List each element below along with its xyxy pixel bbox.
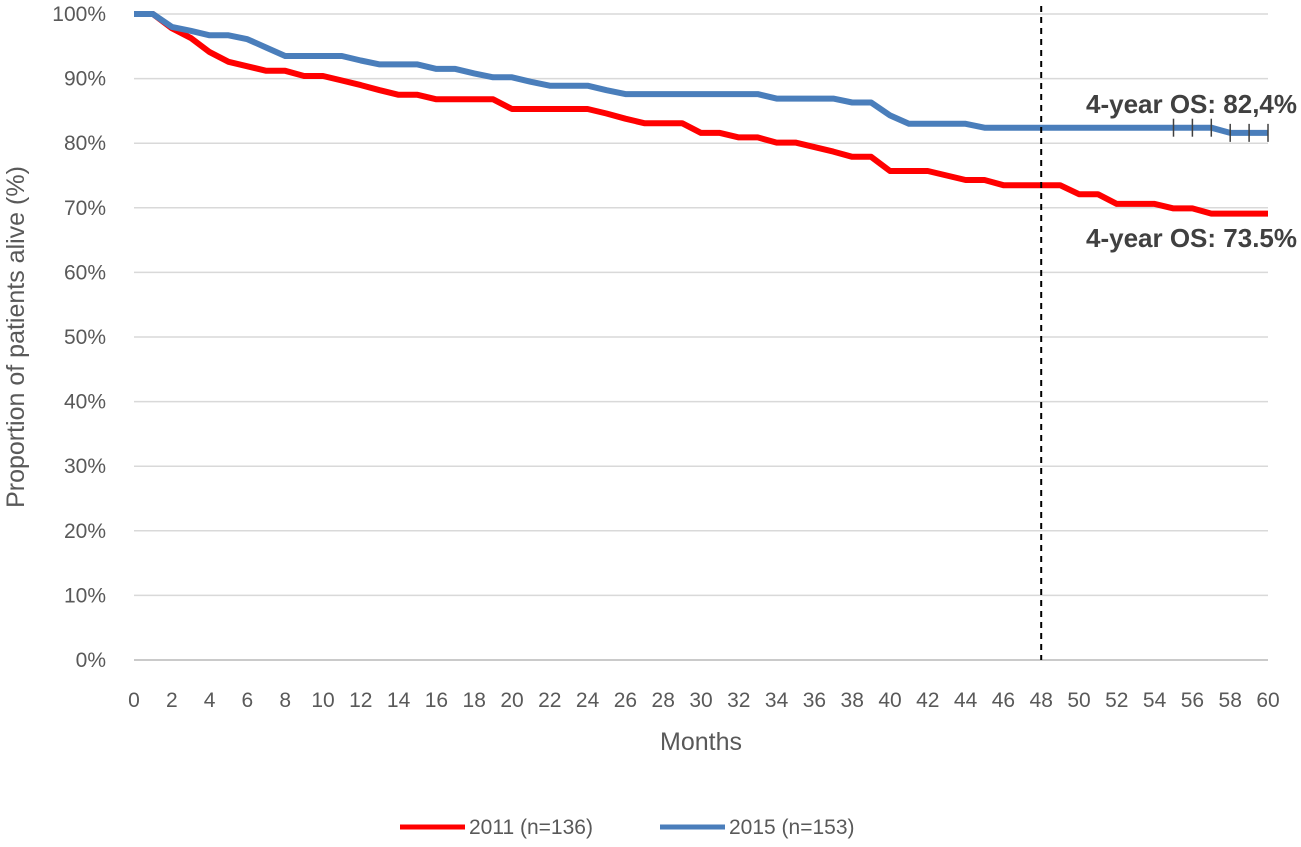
x-axis-title: Months (660, 728, 742, 756)
x-tick-label: 0 (128, 689, 140, 712)
x-tick-label: 58 (1219, 689, 1242, 712)
y-tick-label: 20% (64, 520, 106, 543)
x-tick-label: 6 (242, 689, 254, 712)
x-tick-label: 44 (954, 689, 978, 712)
x-tick-label: 26 (614, 689, 637, 712)
x-tick-label: 24 (576, 689, 600, 712)
x-tick-label: 12 (349, 689, 372, 712)
y-tick-label: 90% (64, 68, 106, 91)
y-tick-label: 80% (64, 132, 106, 155)
legend-label-2015: 2015 (n=153) (729, 816, 855, 839)
x-tick-label: 46 (992, 689, 1015, 712)
x-tick-label: 40 (878, 689, 901, 712)
y-tick-label: 0% (76, 649, 106, 672)
x-tick-label: 22 (538, 689, 561, 712)
x-tick-label: 16 (425, 689, 448, 712)
y-tick-label: 60% (64, 261, 106, 284)
axes: 0%10%20%30%40%50%60%70%80%90%100%0 2 4 6 8 10… (52, 3, 1279, 712)
annotation-2011-os: 4-year OS: 73.5% (1086, 223, 1297, 253)
x-tick-label: 4 (204, 689, 216, 712)
y-tick-label: 40% (64, 391, 106, 414)
x-tick-label: 14 (387, 689, 411, 712)
y-axis-title: Proportion of patients alive (%) (2, 166, 30, 508)
x-tick-label: 48 (1030, 689, 1053, 712)
x-tick-label: 34 (765, 689, 789, 712)
series-line-0 (134, 11, 1268, 217)
series-line-1 (134, 11, 1268, 136)
legend-item-2015: 2015 (n=153) (660, 816, 855, 839)
x-tick-label: 8 (279, 689, 291, 712)
x-tick-label: 56 (1181, 689, 1204, 712)
x-tick-label: 18 (463, 689, 486, 712)
x-tick-label: 32 (727, 689, 750, 712)
y-tick-label: 10% (64, 584, 106, 607)
y-tick-label: 100% (52, 3, 106, 26)
legend-label-2011: 2011 (n=136) (469, 816, 593, 839)
annotation-2015-os: 4-year OS: 82,4% (1086, 89, 1297, 119)
x-tick-label: 2 (166, 689, 178, 712)
y-tick-label: 30% (64, 455, 106, 478)
y-tick-label: 70% (64, 197, 106, 220)
gridlines (134, 13, 1268, 661)
x-tick-label: 42 (916, 689, 939, 712)
x-tick-label: 52 (1105, 689, 1128, 712)
x-tick-label: 10 (311, 689, 334, 712)
x-tick-label: 30 (689, 689, 712, 712)
x-tick-label: 54 (1143, 689, 1167, 712)
x-tick-label: 28 (652, 689, 675, 712)
x-tick-label: 50 (1067, 689, 1090, 712)
series-lines (134, 11, 1269, 217)
y-tick-label: 50% (64, 326, 106, 349)
x-tick-label: 20 (500, 689, 523, 712)
legend: 2011 (n=136) 2015 (n=153) (400, 816, 855, 839)
x-tick-label: 38 (841, 689, 864, 712)
x-tick-label: 60 (1256, 689, 1279, 712)
x-tick-label: 36 (803, 689, 826, 712)
legend-item-2011: 2011 (n=136) (400, 816, 593, 839)
